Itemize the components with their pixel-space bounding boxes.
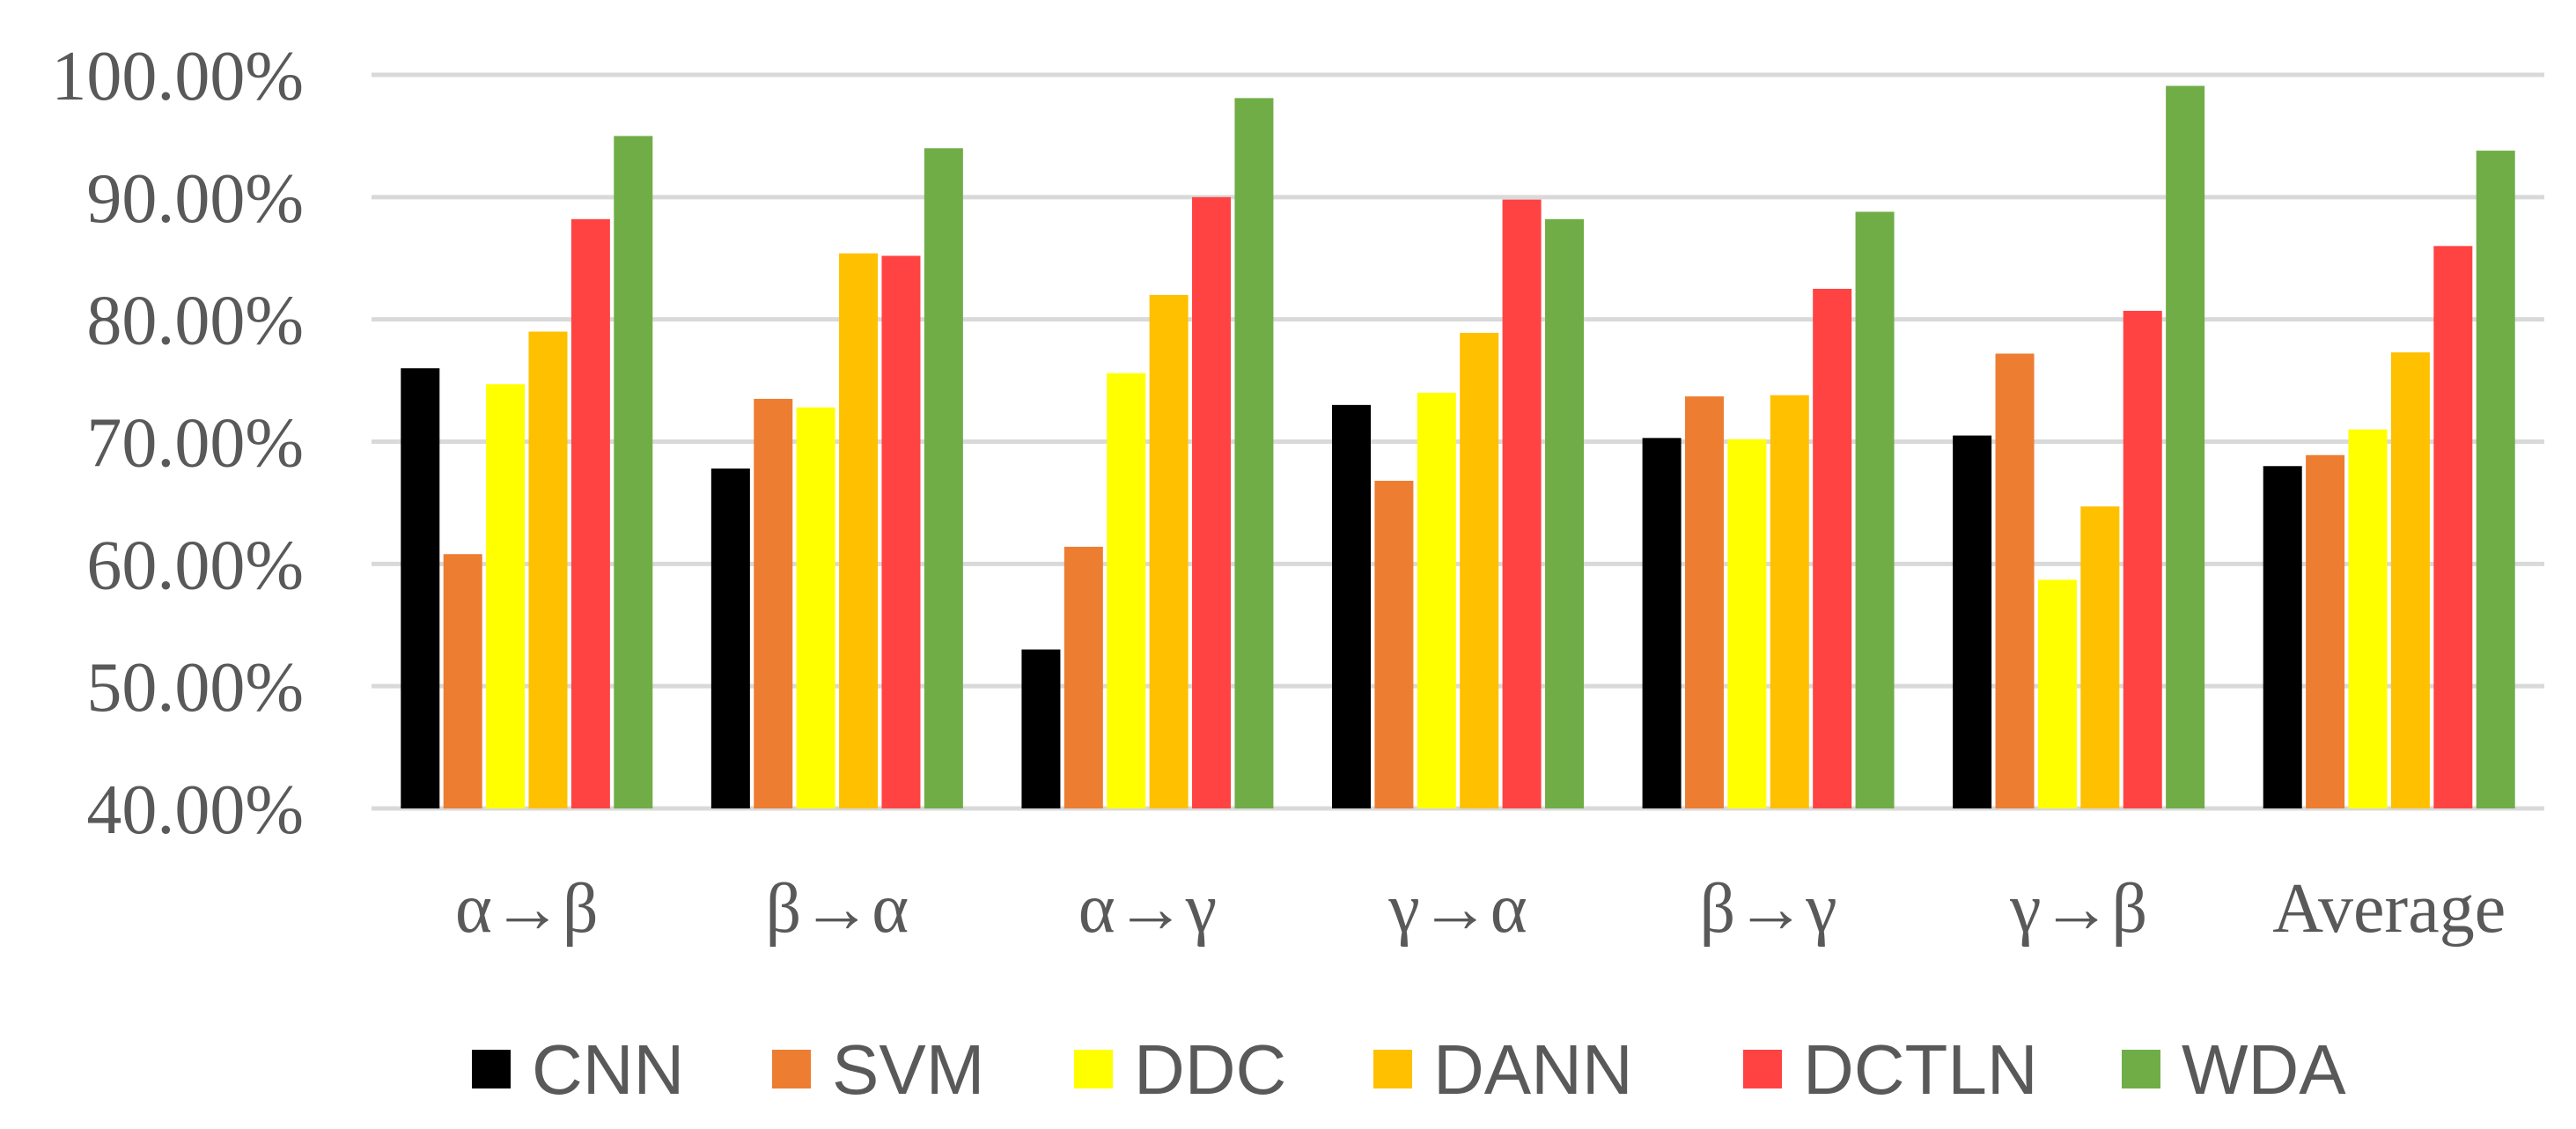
bar-cnn: [710, 469, 750, 808]
legend-label-cnn: CNN: [532, 1030, 684, 1109]
bar-svm: [1684, 396, 1724, 808]
bar-wda: [2476, 151, 2515, 808]
bar-ddc: [796, 407, 835, 808]
bar-ddc: [2348, 429, 2388, 808]
bar-dctln: [881, 255, 921, 808]
bar-dann: [2390, 352, 2430, 808]
bar-svm: [2306, 454, 2345, 808]
x-category-label: α→γ: [1078, 870, 1217, 948]
bar-dctln: [1502, 199, 1542, 809]
legend-swatch-dann: [1373, 1050, 1412, 1088]
y-tick-label: 50.00%: [86, 649, 304, 727]
y-tick-label: 40.00%: [86, 771, 304, 849]
bar-svm: [443, 554, 482, 808]
bar-dctln: [2433, 246, 2473, 808]
bar-cnn: [401, 368, 440, 808]
bar-dann: [839, 253, 879, 808]
legend-swatch-ddc: [1074, 1050, 1113, 1088]
x-category-label: γ→β: [2009, 870, 2147, 948]
bar-dctln: [1192, 196, 1232, 809]
bar-wda: [1234, 98, 1274, 808]
bar-cnn: [1953, 435, 1992, 808]
legend-label-wda: WDA: [2182, 1030, 2346, 1109]
bar-dctln: [2123, 310, 2162, 808]
x-axis-categories: α→β β→α α→γ γ→α β→γ γ→β Average: [455, 870, 2506, 948]
legend-label-dann: DANN: [1433, 1030, 1633, 1109]
bar-ddc: [486, 384, 526, 808]
bar-cnn: [2263, 466, 2302, 808]
y-axis-ticks: 40.00% 50.00% 60.00% 70.00% 80.00% 90.00% 100.…: [51, 38, 304, 849]
bars: [401, 85, 2515, 809]
bar-svm: [1374, 480, 1414, 808]
bar-dann: [1460, 332, 1499, 808]
bar-wda: [924, 148, 963, 809]
bar-dctln: [570, 218, 610, 808]
bar-wda: [1855, 211, 1895, 808]
legend-swatch-cnn: [472, 1050, 511, 1088]
legend-label-svm: SVM: [832, 1030, 984, 1109]
bar-wda: [2166, 85, 2205, 809]
bar-cnn: [1021, 649, 1061, 808]
bar-svm: [1064, 546, 1103, 808]
x-category-label: Average: [2272, 870, 2506, 948]
bar-cnn: [1332, 404, 1371, 808]
bar-svm: [754, 398, 793, 808]
x-category-label: β→α: [766, 870, 909, 948]
bar-dann: [1770, 395, 1809, 808]
gridlines: [372, 72, 2544, 811]
bar-ddc: [1727, 439, 1767, 808]
y-tick-label: 100.00%: [51, 38, 304, 115]
bar-ddc: [2037, 579, 2077, 808]
y-tick-label: 90.00%: [86, 160, 304, 238]
legend-swatch-svm: [772, 1050, 811, 1088]
y-tick-label: 80.00%: [86, 283, 304, 360]
bar-wda: [614, 136, 653, 808]
legend-swatch-dctln: [1743, 1050, 1782, 1088]
y-tick-label: 60.00%: [86, 527, 304, 604]
y-tick-label: 70.00%: [86, 405, 304, 483]
x-category-label: α→β: [455, 870, 599, 948]
legend-swatch-wda: [2122, 1050, 2160, 1088]
bar-dann: [1149, 294, 1189, 808]
bar-dctln: [1813, 288, 1852, 808]
x-category-label: β→γ: [1700, 870, 1837, 948]
bar-dann: [2080, 506, 2120, 808]
bar-dann: [528, 331, 568, 808]
legend-label-dctln: DCTLN: [1803, 1030, 2038, 1109]
legend-label-ddc: DDC: [1134, 1030, 1286, 1109]
x-category-label: γ→α: [1387, 870, 1527, 948]
bar-svm: [1995, 353, 2035, 808]
bar-cnn: [1642, 438, 1682, 808]
legend: CNN SVM DDC DANN DCTLN WDA: [472, 1030, 2346, 1109]
bar-ddc: [1417, 392, 1456, 808]
bar-wda: [1545, 218, 1584, 808]
bar-ddc: [1107, 373, 1146, 808]
